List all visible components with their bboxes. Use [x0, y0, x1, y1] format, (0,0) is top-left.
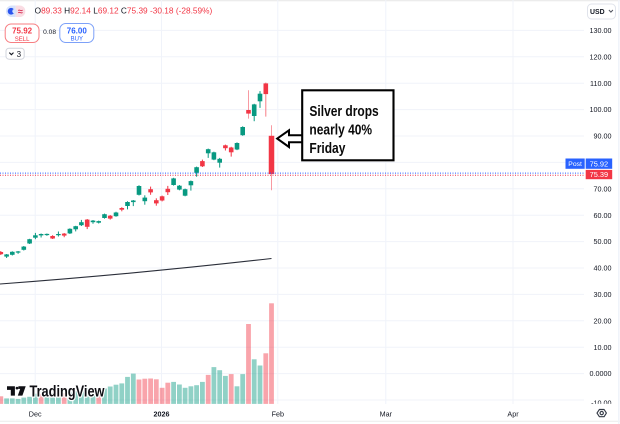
svg-text:3: 3 — [17, 50, 22, 59]
svg-text:50.00: 50.00 — [594, 237, 612, 246]
svg-text:75.39: 75.39 — [590, 170, 609, 179]
svg-text:120.00: 120.00 — [590, 52, 612, 61]
svg-text:60.00: 60.00 — [594, 211, 612, 220]
svg-text:30.00: 30.00 — [594, 290, 612, 299]
svg-text:nearly 40%: nearly 40% — [309, 121, 372, 138]
svg-text:Post: Post — [568, 161, 582, 168]
svg-text:75.92: 75.92 — [590, 159, 609, 168]
svg-text:0.08: 0.08 — [43, 29, 56, 36]
svg-text:BUY: BUY — [71, 37, 83, 43]
svg-text:76.00: 76.00 — [67, 26, 88, 35]
svg-text:Apr: Apr — [507, 409, 519, 418]
svg-text:2026: 2026 — [154, 409, 170, 418]
svg-text:100.00: 100.00 — [590, 105, 612, 114]
svg-text:70.00: 70.00 — [594, 184, 612, 193]
svg-text:≈: ≈ — [18, 6, 23, 16]
svg-text:0.0000: 0.0000 — [590, 369, 612, 378]
svg-text:SELL: SELL — [15, 37, 30, 43]
svg-text:Feb: Feb — [272, 409, 284, 418]
svg-text:O89.33 H92.14 L69.12 C75.39 -3: O89.33 H92.14 L69.12 C75.39 -30.18 (-28.… — [35, 5, 213, 15]
svg-text:-10.00: -10.00 — [591, 398, 611, 407]
svg-text:40.00: 40.00 — [594, 264, 612, 273]
svg-text:75.92: 75.92 — [12, 27, 33, 36]
svg-text:90.00: 90.00 — [594, 132, 612, 141]
svg-text:20.00: 20.00 — [594, 316, 612, 325]
svg-text:Dec: Dec — [29, 409, 42, 418]
svg-text:Silver drops: Silver drops — [309, 103, 378, 120]
svg-text:110.00: 110.00 — [590, 79, 611, 88]
svg-text:TradingView: TradingView — [30, 382, 106, 399]
svg-text:Friday: Friday — [309, 140, 345, 157]
svg-text:Mar: Mar — [380, 409, 393, 418]
svg-text:130.00: 130.00 — [590, 26, 612, 35]
svg-text:10.00: 10.00 — [594, 343, 612, 352]
svg-text:USD: USD — [590, 9, 605, 16]
